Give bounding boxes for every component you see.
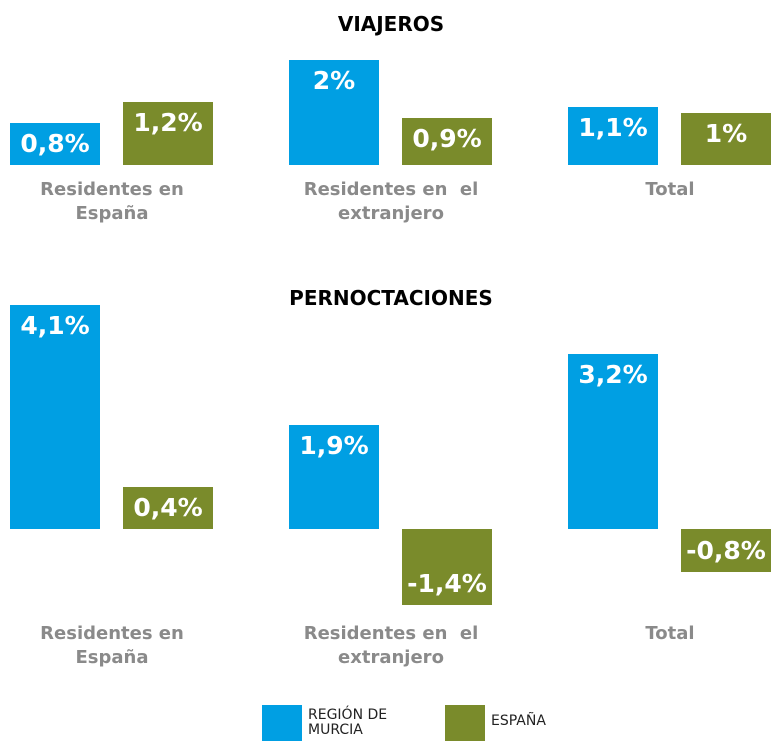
chart-title: PERNOCTACIONES xyxy=(289,286,493,310)
value-label: 1,9% xyxy=(299,431,369,460)
bar xyxy=(10,123,100,165)
value-label: 3,2% xyxy=(578,360,648,390)
bar xyxy=(568,107,658,165)
legend-swatch xyxy=(262,705,302,741)
chart-title: VIAJEROS xyxy=(337,12,445,36)
category-label: Residentes en España xyxy=(40,179,191,224)
value-label: 1,2% xyxy=(133,108,203,137)
value-label: 1% xyxy=(704,118,748,148)
value-label: 0,9% xyxy=(412,123,482,153)
value-label: -1,4% xyxy=(407,569,487,598)
value-label: 0,4% xyxy=(133,492,203,522)
bar xyxy=(402,117,492,165)
category-label: Residentes en el extranjero xyxy=(303,179,485,224)
value-label: 1,1% xyxy=(578,113,648,143)
bar xyxy=(289,425,379,529)
bar xyxy=(402,528,492,605)
category-label: Residentes en el extranjero xyxy=(303,623,485,668)
category-label: Residentes en España xyxy=(40,623,191,668)
legend-label: ESPAÑA xyxy=(491,713,546,729)
bar xyxy=(123,102,213,165)
value-label: 2% xyxy=(312,66,356,95)
category-label: Total xyxy=(645,179,695,200)
bar xyxy=(123,486,213,529)
bar xyxy=(681,528,771,573)
legend-label: REGIÓN DE MURCIA xyxy=(308,707,388,738)
bar xyxy=(10,305,100,529)
legend-swatch xyxy=(445,705,485,741)
bar xyxy=(681,112,771,165)
value-label: 0,8% xyxy=(20,129,90,158)
bar xyxy=(289,60,379,165)
value-label: -0,8% xyxy=(686,536,766,566)
value-label: 4,1% xyxy=(20,311,90,340)
bar xyxy=(568,354,658,529)
category-label: Total xyxy=(645,623,695,644)
